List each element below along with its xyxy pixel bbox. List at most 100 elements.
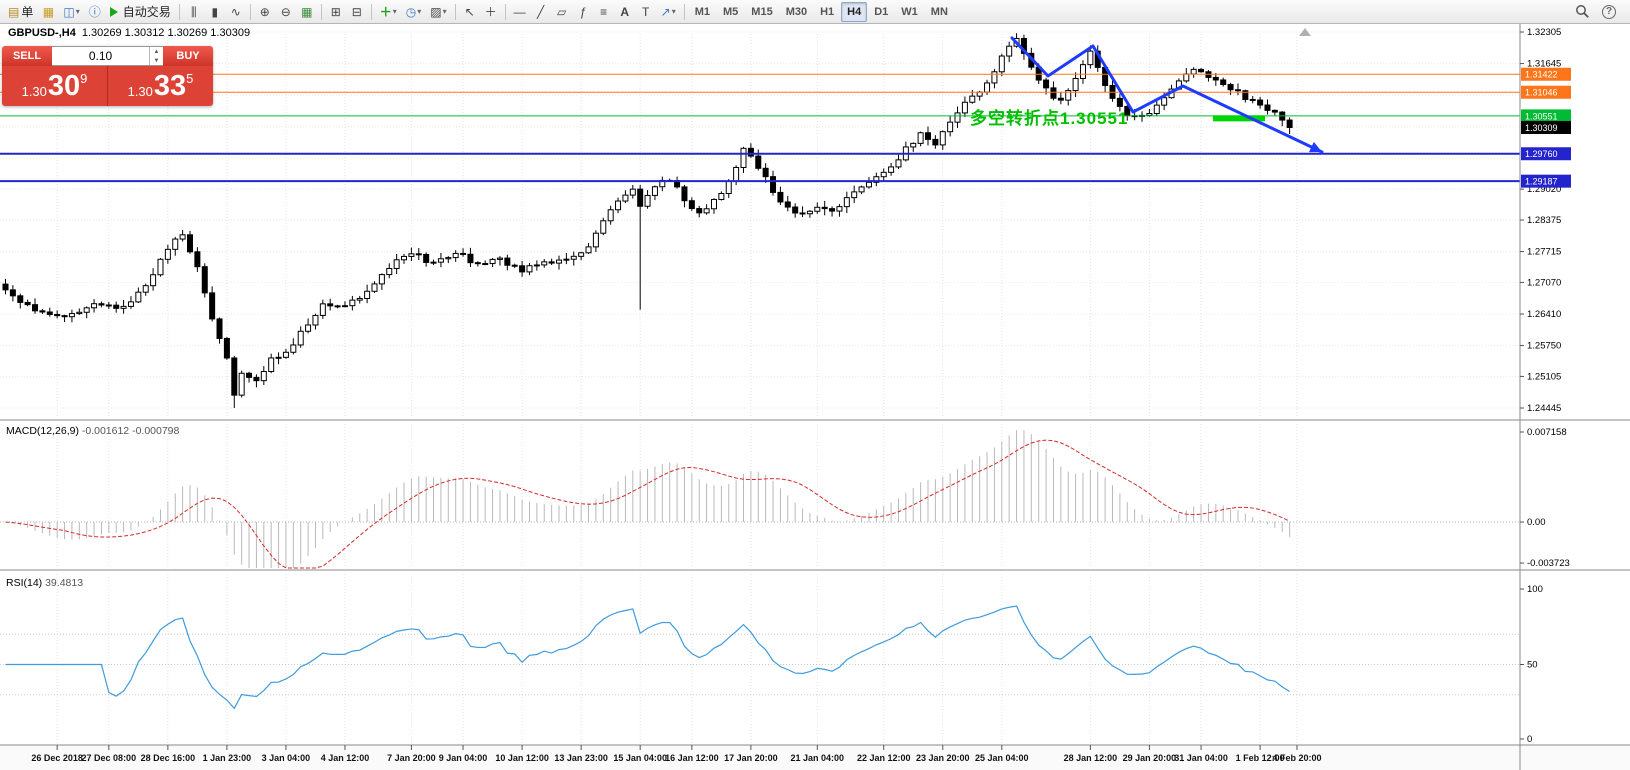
svg-text:1.30309: 1.30309 (1525, 123, 1558, 133)
hline-button[interactable]: — (510, 2, 530, 22)
sell-button[interactable]: SELL (2, 46, 52, 66)
svg-text:22 Jan 12:00: 22 Jan 12:00 (857, 753, 911, 763)
macd-histogram (0, 430, 1520, 568)
help-button[interactable]: ? (1598, 2, 1620, 22)
rsi-axis: 100 50 0 (1520, 584, 1543, 745)
trend-zigzag (1010, 36, 1324, 154)
svg-text:1.28375: 1.28375 (1527, 215, 1561, 226)
macd-signal-line (5, 439, 1290, 569)
timeframe-m1[interactable]: M1 (694, 5, 711, 18)
timeframe-w1[interactable]: W1 (901, 5, 918, 18)
svg-text:21 Jan 04:00: 21 Jan 04:00 (791, 753, 845, 763)
tile-windows-button[interactable]: ▦ (297, 2, 317, 22)
svg-text:1.29760: 1.29760 (1525, 149, 1558, 159)
svg-text:16 Jan 12:00: 16 Jan 12:00 (665, 753, 719, 763)
svg-text:31 Jan 04:00: 31 Jan 04:00 (1174, 753, 1228, 763)
channel-icon: ▱ (557, 4, 567, 19)
svg-text:0: 0 (1527, 734, 1532, 745)
chevron-down-icon: ▾ (671, 7, 676, 16)
sell-price-sup: 9 (80, 71, 88, 86)
chart-shift-marker (1299, 28, 1311, 36)
svg-text:-0.003723: -0.003723 (1527, 558, 1570, 569)
level-lines (0, 73, 1520, 183)
channel-button[interactable]: ▱ (552, 2, 572, 22)
candles-chart-button[interactable]: ▮ (205, 2, 225, 22)
svg-text:25 Jan 04:00: 25 Jan 04:00 (975, 753, 1029, 763)
profiles-button[interactable]: ◫ ▾ (59, 2, 83, 22)
separator (504, 3, 506, 20)
arrange-left-button[interactable]: ⊞ (326, 2, 346, 22)
new-order-button[interactable]: ▤ 单 (8, 4, 34, 19)
arrange-right-button[interactable]: ⊟ (347, 2, 367, 22)
separator (320, 3, 322, 20)
volume-down-button[interactable]: ▼ (153, 57, 160, 64)
buy-price[interactable]: 1.30 33 5 (108, 66, 213, 106)
svg-text:4 Jan 12:00: 4 Jan 12:00 (321, 753, 370, 763)
support-highlight (1213, 115, 1265, 122)
separator (178, 3, 180, 20)
svg-text:28 Jan 12:00: 28 Jan 12:00 (1064, 753, 1118, 763)
info-icon: ⓘ (88, 4, 101, 19)
bars-chart-button[interactable]: ⫼ (184, 2, 204, 22)
autotrading-button[interactable]: 自动交易 (106, 2, 175, 22)
svg-text:1.27070: 1.27070 (1527, 277, 1561, 288)
svg-text:29 Jan 20:00: 29 Jan 20:00 (1123, 753, 1177, 763)
buy-button[interactable]: BUY (163, 46, 213, 66)
grid-icon: ≡ (600, 4, 608, 19)
period-button[interactable]: ◷ ▾ (402, 2, 426, 22)
hline-icon: — (513, 4, 526, 19)
grid-button[interactable]: ≡ (594, 2, 614, 22)
chevron-down-icon: ▾ (417, 7, 422, 16)
fibo-button[interactable]: ƒ (573, 2, 593, 22)
chevron-down-icon: ▾ (442, 7, 447, 16)
svg-text:17 Jan 20:00: 17 Jan 20:00 (724, 753, 778, 763)
tile-horizontal-icon: ⊟ (351, 4, 362, 19)
separator (249, 3, 251, 20)
svg-text:1.29187: 1.29187 (1525, 177, 1558, 187)
timeframe-h1[interactable]: H1 (820, 5, 835, 18)
svg-text:100: 100 (1527, 584, 1543, 595)
buy-price-small: 1.30 (127, 84, 153, 99)
label-icon: T (641, 4, 650, 19)
volume-up-button[interactable]: ▲ (153, 48, 160, 55)
text-icon: A (620, 4, 629, 19)
help-icon: ? (1602, 4, 1616, 19)
timeframe-m30[interactable]: M30 (785, 5, 808, 18)
charts-button[interactable]: ▦ (38, 2, 58, 22)
timeframe-h4[interactable]: H4 (841, 1, 868, 22)
volume-value[interactable]: 0.10 (88, 49, 113, 63)
trendline-button[interactable]: ╱ (531, 2, 551, 22)
trade-panel-top-row: SELL 0.10 ▲ ▼ BUY (2, 46, 213, 66)
zoom-out-button[interactable]: ⊖ (276, 2, 296, 22)
macd-axis: 0.007158 0.00 -0.003723 (1520, 427, 1570, 569)
timeframe-d1[interactable]: D1 (874, 5, 889, 18)
arrows-button[interactable]: ↗ ▾ (657, 2, 680, 22)
sell-price[interactable]: 1.30 30 9 (2, 66, 108, 106)
sell-price-big: 30 (47, 70, 81, 102)
axes (0, 24, 1630, 770)
svg-text:1.32305: 1.32305 (1527, 27, 1561, 38)
crosshair-button[interactable]: ＋ (481, 2, 501, 22)
chevron-down-icon: ▾ (392, 7, 397, 16)
timeframe-m15[interactable]: M15 (751, 5, 773, 18)
search-button[interactable] (1571, 2, 1594, 22)
sell-price-small: 1.30 (21, 84, 47, 99)
template-button[interactable]: ▨ ▾ (426, 2, 450, 22)
text-button[interactable]: A (615, 2, 635, 22)
volume-field[interactable]: 0.10 ▲ ▼ (52, 46, 163, 66)
cursor-button[interactable]: ↖ (460, 2, 480, 22)
timeframe-m5[interactable]: M5 (723, 5, 739, 18)
template-icon: ▨ (430, 4, 442, 19)
info-button[interactable]: ⓘ (85, 2, 105, 22)
add-indicator-button[interactable]: ＋ ▾ (376, 2, 401, 22)
svg-text:4 Feb 20:00: 4 Feb 20:00 (1272, 753, 1321, 763)
rsi-levels (0, 633, 1520, 696)
zoom-in-button[interactable]: ⊕ (255, 2, 275, 22)
line-chart-button[interactable]: ∿ (226, 2, 246, 22)
svg-text:RSI(14) 39.4813: RSI(14) 39.4813 (6, 577, 83, 589)
svg-text:3 Jan 04:00: 3 Jan 04:00 (262, 753, 311, 763)
label-button[interactable]: T (636, 2, 656, 22)
timeframe-mn[interactable]: MN (930, 5, 948, 18)
chart-area[interactable]: 1.32305 1.31645 1.29020 1.28375 1.27715 1.270… (0, 24, 1630, 770)
svg-text:27 Dec 08:00: 27 Dec 08:00 (82, 753, 137, 763)
